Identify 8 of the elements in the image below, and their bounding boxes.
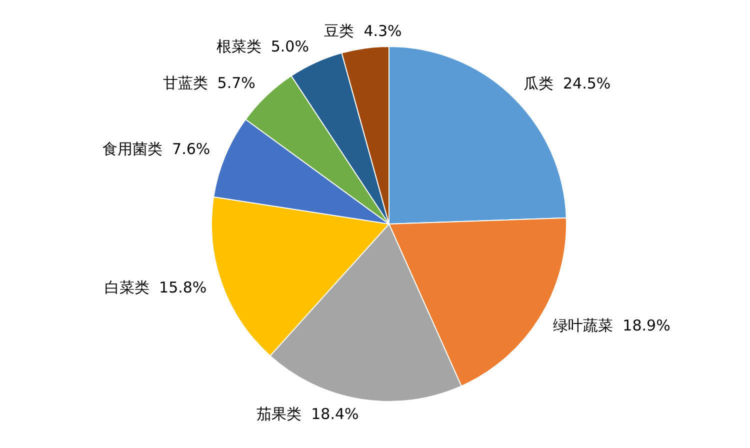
slice-label: 绿叶蔬菜 18.9% <box>553 316 670 334</box>
slice-label: 豆类 4.3% <box>324 22 402 40</box>
slice-label: 食用菌类 7.6% <box>102 140 210 158</box>
slice-label: 根菜类 5.0% <box>216 38 309 56</box>
slice-label: 白菜类 15.8% <box>104 278 207 297</box>
slice-label: 瓜类 24.5% <box>523 74 611 93</box>
slice-label: 甘蓝类 5.7% <box>162 74 256 92</box>
slice-label: 茄果类 18.4% <box>256 405 359 424</box>
